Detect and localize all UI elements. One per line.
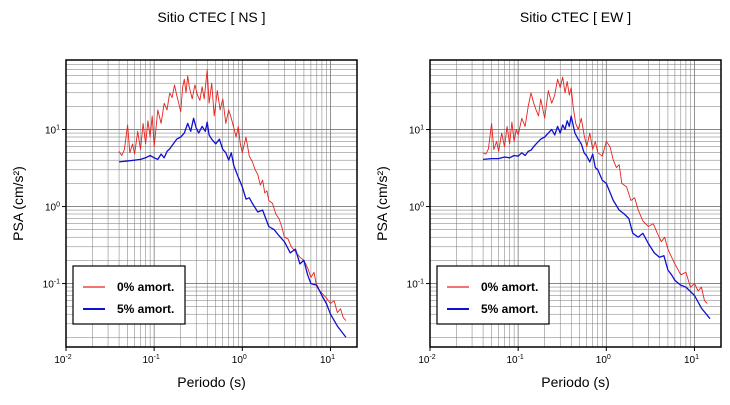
legend: 0% amort. 5% amort. [72,265,186,325]
x-tick-label: 10-2 [418,354,435,366]
y-tick-label: 100 [45,202,60,214]
y-tick-label: 10-1 [43,279,60,291]
series-line-damped [483,115,711,320]
y-axis-label: PSA (cm/s²) [10,166,26,241]
grid [66,60,357,347]
x-tick-label: 10-1 [142,354,159,366]
chart-panel-2: 10-2 10-1 100 101 10-1 100 101 Sitio CTEC [ EW … [374,9,722,390]
plot-frame [429,59,722,348]
plot-frame [65,59,358,348]
chart-title: Sitio CTEC [ NS ] [157,9,265,25]
y-tick-label: 101 [409,125,424,137]
y-tick-label: 100 [409,202,424,214]
y-axis-label: PSA (cm/s²) [374,166,390,241]
y-tick-label: 101 [45,125,60,137]
x-tick-label: 100 [232,354,247,366]
series-line-damped [119,117,347,338]
legend-label: 5% amort. [117,302,174,316]
chart-panel-1: 10-2 10-1 100 101 10-1 100 101 Sitio CTEC [ NS … [10,9,358,390]
series-line-undamped [482,76,708,304]
x-tick-label: 100 [596,354,611,366]
legend-box [72,265,186,325]
x-tick-label: 10-2 [54,354,71,366]
x-axis-label: Periodo (s) [177,374,245,390]
legend-label: 0% amort. [481,280,538,294]
x-tick-label: 101 [320,354,335,366]
legend-box [436,265,550,325]
x-tick-label: 101 [684,354,699,366]
legend-label: 0% amort. [117,280,174,294]
chart-title: Sitio CTEC [ EW ] [520,9,631,25]
legend-label: 5% amort. [481,302,538,316]
x-axis-label: Periodo (s) [541,374,609,390]
x-tick-label: 10-1 [506,354,523,366]
y-tick-label: 10-1 [407,279,424,291]
legend: 0% amort. 5% amort. [436,265,550,325]
